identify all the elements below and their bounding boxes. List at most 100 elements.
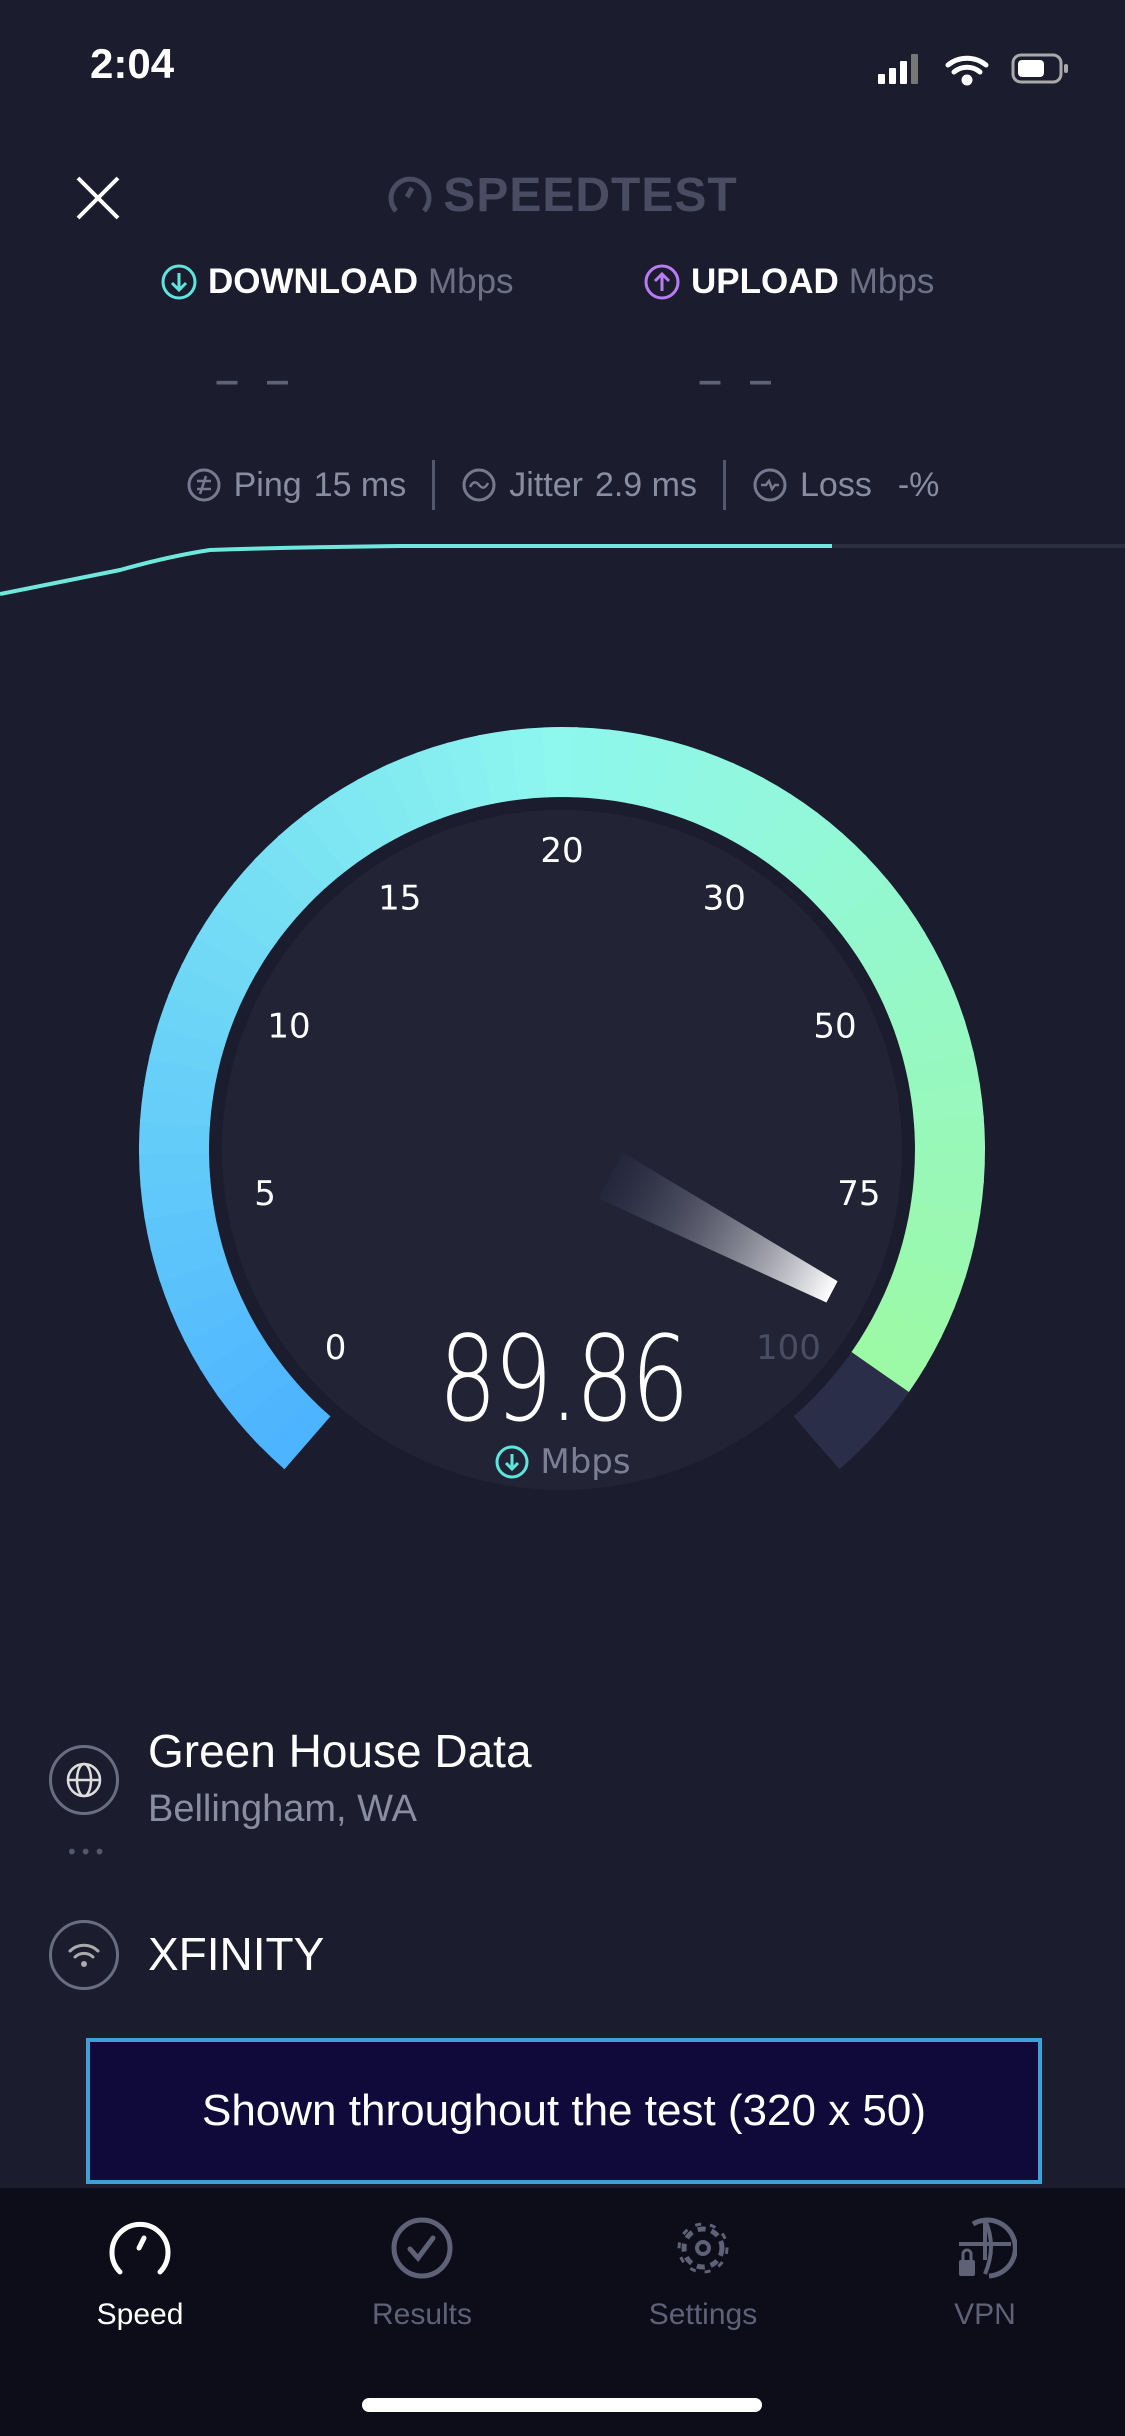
gauge-fill-segment — [728, 777, 793, 854]
tab-vpn[interactable]: VPN — [885, 2216, 1085, 2332]
tab-settings[interactable]: Settings — [603, 2216, 803, 2332]
gauge-fill-segment — [149, 1023, 226, 1074]
gauge-fill-segment — [905, 1051, 981, 1098]
ad-banner[interactable]: Shown throughout the test (320 x 50) — [86, 2038, 1042, 2184]
gauge-fill-segment — [328, 778, 394, 856]
gauge-inner-disc — [222, 810, 902, 1490]
divider — [432, 460, 436, 510]
gauge-fill-segment — [196, 907, 273, 973]
gauge-fill-segment — [773, 811, 844, 887]
gauge-fill-segment — [356, 764, 418, 842]
gauge-fill-segment — [864, 931, 942, 995]
gauge-fill-segment — [150, 1231, 227, 1283]
gauge-fill-segment — [143, 1055, 219, 1101]
speed-unit: Mbps — [0, 1442, 1125, 1482]
gauge-fill-segment — [913, 1147, 985, 1184]
gauge-fill-segment — [678, 750, 736, 829]
gauge-fill-segment — [898, 1228, 975, 1279]
gauge-tick-label: 0 — [325, 1328, 347, 1368]
gauge-fill-segment — [478, 729, 522, 805]
gauge-fill-segment — [140, 1178, 214, 1220]
gauge-fill-segment — [446, 734, 495, 811]
signal-icon — [878, 54, 918, 84]
stats-row: Ping 15 ms Jitter 2.9 ms Loss -% — [0, 460, 1125, 510]
tab-results[interactable]: Results — [322, 2216, 522, 2332]
download-icon — [495, 1445, 529, 1479]
gauge-fill-segment — [302, 795, 370, 872]
wifi-icon — [945, 55, 989, 86]
gauge-fill-segment — [159, 1257, 237, 1313]
gauge-logo-icon — [388, 176, 432, 213]
gauge-fill-segment — [832, 878, 909, 948]
jitter-stat: Jitter 2.9 ms — [435, 466, 723, 505]
ping-stat: Ping 15 ms — [160, 466, 433, 505]
jitter-icon — [462, 468, 496, 502]
gauge-fill-segment — [794, 832, 867, 906]
speed-value: 89.86 — [438, 1310, 690, 1448]
gauge-fill-segment — [599, 729, 643, 804]
gauge-fill-segment — [814, 854, 889, 926]
gauge-fill-segment — [139, 1086, 213, 1128]
gauge-fill-segment — [415, 742, 469, 819]
gauge-needle — [598, 1152, 838, 1303]
gauge-tick-label: 10 — [267, 1007, 310, 1047]
tab-speed[interactable]: Speed — [40, 2216, 240, 2332]
provider-name: XFINITY — [148, 1928, 325, 1980]
gauge-fill-segment — [913, 1115, 985, 1152]
gauge-fill-segment — [510, 727, 549, 800]
speedtest-logo: SPEEDTEST — [0, 168, 1125, 223]
gauge-fill-segment — [910, 1083, 984, 1124]
ping-icon — [187, 468, 221, 502]
server-globe-icon[interactable] — [49, 1745, 119, 1815]
gauge-tick-label: 5 — [254, 1174, 276, 1214]
battery-icon — [1011, 53, 1068, 84]
gauge-fill-segment — [897, 1020, 975, 1071]
gauge-fill-segment — [139, 1119, 210, 1155]
vpn-globe-lock-icon — [959, 2217, 1017, 2279]
gauge-fill-segment — [849, 904, 926, 971]
gauge-tick-label: 20 — [540, 831, 583, 871]
gauge-fill-segment — [181, 934, 259, 997]
gauge-tick-label: 100 — [756, 1328, 821, 1368]
gauge-fill-segment — [851, 1328, 927, 1393]
gauge-fill-segment — [910, 1175, 984, 1216]
loss-icon — [753, 468, 787, 502]
gauge-fill-segment — [157, 993, 235, 1048]
divider — [723, 460, 726, 510]
gauge-fill-segment — [385, 752, 443, 830]
gauge-fill-segment — [168, 963, 246, 1022]
download-header: DOWNLOAD Mbps — [160, 262, 514, 302]
gauge-fill-segment — [626, 734, 674, 810]
status-icons — [878, 53, 1068, 86]
gauge-fill-segment — [888, 1254, 966, 1310]
server-name[interactable]: Green House Data — [148, 1725, 532, 1777]
more-dots-icon[interactable]: ••• — [66, 1840, 108, 1864]
gauge-fill-segment — [233, 857, 308, 929]
home-indicator[interactable] — [362, 2398, 762, 2412]
status-time: 2:04 — [90, 40, 175, 87]
settings-gear-icon — [677, 2222, 729, 2274]
gauge-tick-label: 15 — [378, 879, 421, 919]
gauge-fill-segment — [254, 834, 327, 908]
gauge-fill-segment — [905, 1201, 981, 1248]
download-value: – – — [214, 350, 295, 410]
results-check-icon — [391, 2217, 453, 2279]
speed-icon — [109, 2221, 171, 2275]
loss-stat: Loss -% — [726, 466, 965, 505]
speed-graph — [0, 544, 1125, 596]
gauge-fill-segment — [139, 1151, 211, 1187]
close-icon[interactable] — [74, 174, 122, 222]
gauge-tick-label: 75 — [837, 1174, 880, 1214]
gauge-fill-segment — [652, 741, 705, 818]
gauge-fill-segment — [877, 960, 955, 1019]
gauge-tick-label: 50 — [813, 1007, 856, 1047]
gauge-tick-label: 30 — [703, 879, 746, 919]
speed-gauge: 0 5 10 15 20 30 50 75 100 — [139, 727, 985, 1490]
upload-icon — [644, 264, 680, 300]
upload-header: UPLOAD Mbps — [643, 262, 934, 302]
gauge-fill-segment — [213, 881, 290, 950]
server-location: Bellingham, WA — [148, 1788, 417, 1830]
gauge-fill-segment — [751, 793, 819, 870]
download-icon — [161, 264, 197, 300]
wifi-provider-icon — [49, 1920, 119, 1990]
